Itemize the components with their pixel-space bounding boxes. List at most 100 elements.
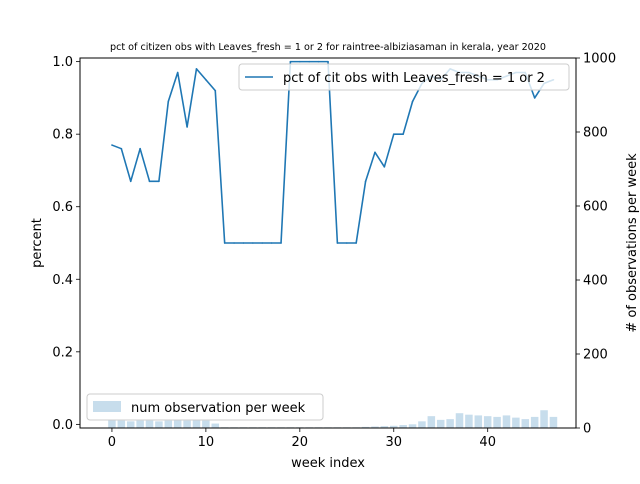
bar: [418, 421, 426, 428]
bar: [502, 415, 511, 428]
y-tick-label: 0.6: [52, 200, 73, 215]
y-tick-label: 0.0: [52, 418, 73, 433]
line-legend-label: pct of cit obs with Leaves_fresh = 1 or …: [283, 71, 545, 86]
data-point: [280, 242, 282, 244]
bar-legend-label: num observation per week: [131, 401, 306, 416]
bar: [361, 426, 370, 428]
bar: [446, 419, 454, 428]
y-tick-label: 0.8: [52, 128, 73, 143]
data-point: [327, 60, 329, 63]
bar: [465, 414, 473, 428]
bar: [483, 416, 492, 428]
bar: [192, 419, 201, 428]
data-point: [139, 147, 141, 150]
data-point: [176, 71, 179, 74]
bar: [436, 419, 445, 428]
data-point: [392, 133, 395, 135]
data-point: [158, 180, 160, 183]
data-point: [167, 100, 170, 103]
bar: [493, 416, 501, 428]
bar: [136, 420, 144, 428]
bar: [427, 416, 436, 428]
bar: [202, 420, 210, 428]
data-point: [411, 100, 414, 103]
chart-title: pct of citizen obs with Leaves_fresh = 1…: [110, 42, 546, 53]
y2-tick-label: 200: [583, 348, 608, 363]
bar: [390, 425, 398, 428]
y2-tick-label: 400: [583, 274, 608, 289]
data-point: [533, 97, 536, 99]
bar: [530, 416, 539, 428]
data-point: [364, 180, 367, 183]
bar: [371, 426, 379, 428]
y-tick-label: 0.2: [52, 345, 73, 360]
bar: [521, 419, 530, 428]
y-axis-right: 0 200 400 600 800 1000: [576, 52, 616, 437]
data-point: [383, 166, 386, 168]
y-tick-label: 1.0: [52, 55, 73, 70]
data-point: [345, 242, 348, 244]
bar: [145, 420, 154, 428]
data-point: [233, 242, 235, 244]
y-axis-left: 0.0 0.2 0.4 0.6 0.8 1.0: [52, 55, 80, 433]
x-tick-label: 30: [385, 435, 402, 450]
bar: [380, 426, 389, 428]
data-point: [252, 242, 254, 244]
bar: [540, 410, 548, 428]
bar: [211, 423, 220, 428]
y-axis-label: percent: [30, 218, 45, 268]
bar: [399, 425, 407, 428]
bar: [183, 420, 191, 428]
data-point: [214, 89, 217, 92]
bar: [408, 424, 417, 428]
bar-legend-swatch: [93, 401, 121, 412]
data-point: [317, 60, 320, 63]
x-axis: 0 10 20 30 40: [108, 428, 496, 450]
data-point: [270, 242, 273, 244]
bar: [155, 421, 163, 428]
bar: [126, 421, 135, 428]
data-point: [299, 60, 301, 63]
bar: [108, 419, 116, 428]
bar: [455, 413, 464, 428]
bar: [512, 417, 520, 428]
data-point: [148, 180, 151, 183]
data-point: [186, 126, 188, 128]
data-point: [242, 242, 245, 244]
bar: [117, 420, 126, 428]
data-point: [223, 242, 226, 244]
data-point: [261, 242, 264, 244]
data-point: [289, 60, 292, 63]
bar-legend: num observation per week: [86, 393, 324, 421]
x-axis-label: week index: [291, 456, 365, 471]
bar: [173, 419, 182, 428]
line-legend: pct of cit obs with Leaves_fresh = 1 or …: [238, 63, 570, 91]
data-point: [355, 242, 357, 244]
bar: [474, 415, 483, 428]
y2-tick-label: 800: [583, 126, 608, 141]
y2-tick-label: 0: [583, 422, 591, 437]
y-tick-label: 0.4: [52, 273, 73, 288]
x-tick-label: 0: [108, 435, 116, 450]
bar-legend-box: [86, 393, 324, 421]
x-tick-label: 40: [479, 435, 496, 450]
x-tick-label: 10: [198, 435, 215, 450]
y2-axis-label: # of observations per week: [625, 153, 640, 333]
data-point: [129, 180, 132, 183]
bar: [549, 416, 558, 428]
y2-tick-label: 1000: [583, 52, 616, 67]
x-tick-label: 20: [292, 435, 309, 450]
data-point: [111, 144, 113, 146]
plot-frame: [79, 57, 577, 429]
data-point: [195, 68, 198, 70]
data-point: [374, 151, 376, 154]
data-point: [336, 242, 339, 244]
data-point: [120, 147, 123, 150]
y2-tick-label: 600: [583, 200, 608, 215]
data-point: [308, 60, 311, 63]
data-point: [205, 78, 207, 81]
bar: [164, 420, 173, 428]
line-legend-box: [238, 63, 570, 91]
data-point: [402, 133, 404, 135]
